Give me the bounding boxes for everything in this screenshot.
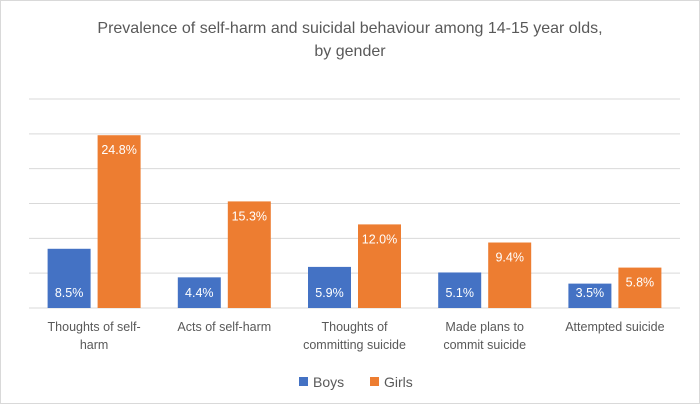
data-label: 8.5%	[55, 286, 84, 300]
data-label: 5.9%	[315, 286, 344, 300]
category-label: commit suicide	[443, 338, 526, 352]
legend-label-boys: Boys	[313, 374, 344, 390]
category-label: Thoughts of	[321, 320, 388, 334]
bar-boys	[47, 248, 91, 308]
chart-title-line: Prevalence of self-harm and suicidal beh…	[97, 20, 602, 37]
data-label: 15.3%	[232, 209, 267, 223]
bar-boys	[438, 272, 482, 308]
bar-boys	[308, 266, 351, 308]
data-label: 5.1%	[445, 286, 474, 300]
bar-girls	[618, 267, 662, 308]
bar-girls	[358, 224, 401, 308]
bar-girls	[488, 242, 532, 308]
bar-boys	[568, 283, 612, 308]
data-label: 12.0%	[362, 232, 397, 246]
chart-title-line: by gender	[314, 43, 386, 60]
data-label: 24.8%	[101, 143, 136, 157]
data-label: 5.8%	[626, 276, 655, 290]
bar-boys	[177, 277, 221, 308]
category-label: harm	[80, 338, 108, 352]
legend-label-girls: Girls	[384, 374, 413, 390]
category-label: committing suicide	[303, 338, 406, 352]
data-label: 3.5%	[576, 286, 605, 300]
category-label: Made plans to	[445, 320, 524, 334]
bar-girls	[97, 135, 141, 308]
bar-girls	[227, 201, 271, 308]
data-label: 4.4%	[185, 286, 214, 300]
category-label: Thoughts of self-	[48, 320, 141, 334]
legend-swatch-boys	[299, 377, 308, 386]
category-label: Acts of self-harm	[177, 320, 271, 334]
legend-swatch-girls	[370, 377, 379, 386]
data-label: 9.4%	[495, 251, 524, 265]
category-label: Attempted suicide	[565, 320, 664, 334]
